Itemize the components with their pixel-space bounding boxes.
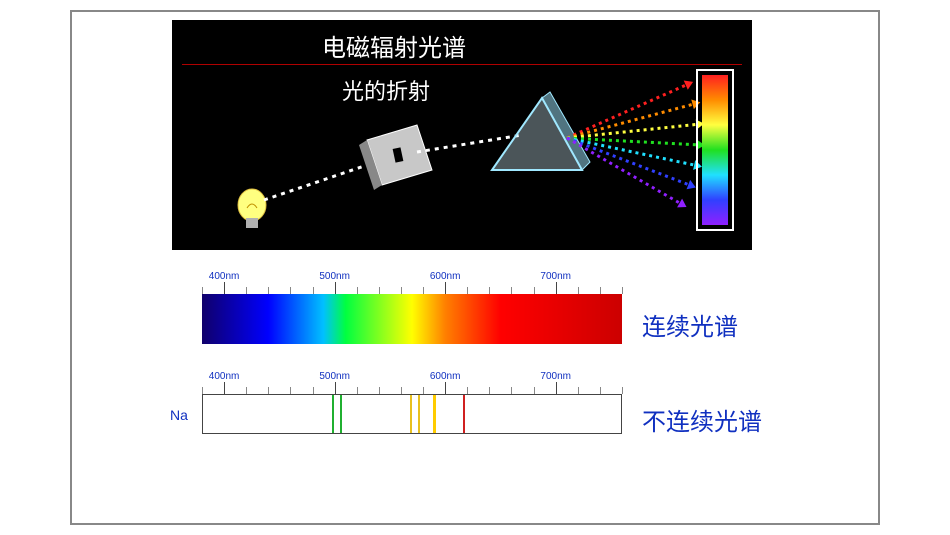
element-symbol: Na bbox=[170, 407, 188, 423]
emission-line bbox=[340, 395, 342, 433]
minor-tick bbox=[290, 387, 291, 394]
minor-tick bbox=[202, 287, 203, 294]
major-tick bbox=[335, 282, 336, 294]
ray-arrowhead bbox=[677, 199, 686, 208]
continuous-spectrum-strip bbox=[202, 294, 622, 344]
minor-tick bbox=[489, 287, 490, 294]
slide-frame: 电磁辐射光谱 光的折射 bbox=[70, 10, 880, 525]
minor-tick bbox=[379, 387, 380, 394]
minor-tick bbox=[268, 287, 269, 294]
major-tick bbox=[224, 382, 225, 394]
minor-tick bbox=[578, 387, 579, 394]
tick-label: 400nm bbox=[209, 271, 240, 282]
prism-icon bbox=[492, 92, 590, 170]
emission-line bbox=[410, 395, 412, 433]
dispersed-ray bbox=[567, 138, 697, 145]
minor-tick bbox=[600, 287, 601, 294]
minor-tick bbox=[246, 387, 247, 394]
major-tick bbox=[445, 382, 446, 394]
dispersed-rays bbox=[567, 81, 705, 208]
minor-tick bbox=[423, 287, 424, 294]
dispersed-ray bbox=[567, 85, 686, 138]
minor-tick bbox=[290, 287, 291, 294]
continuous-axis: 400nm 500nm 600nm 700nm bbox=[202, 272, 622, 294]
minor-tick bbox=[578, 287, 579, 294]
minor-tick bbox=[489, 387, 490, 394]
tick-label: 700nm bbox=[540, 371, 571, 382]
minor-tick bbox=[246, 287, 247, 294]
minor-tick bbox=[622, 387, 623, 394]
incident-ray-1 bbox=[264, 160, 382, 200]
tick-label: 500nm bbox=[319, 271, 350, 282]
major-tick bbox=[556, 282, 557, 294]
emission-line bbox=[433, 395, 436, 433]
ray-arrowhead bbox=[684, 81, 693, 90]
tick-label: 700nm bbox=[540, 271, 571, 282]
minor-tick bbox=[600, 387, 601, 394]
minor-tick bbox=[467, 287, 468, 294]
emission-line bbox=[332, 395, 334, 433]
minor-tick bbox=[511, 387, 512, 394]
minor-tick bbox=[423, 387, 424, 394]
tick-label: 600nm bbox=[430, 371, 461, 382]
ray-arrowhead bbox=[691, 100, 700, 110]
dispersion-svg bbox=[172, 20, 752, 250]
lightbulb-icon bbox=[238, 189, 266, 228]
dispersed-ray bbox=[567, 138, 680, 203]
continuous-label: 连续光谱 bbox=[642, 307, 738, 342]
minor-tick bbox=[401, 387, 402, 394]
prism-dispersion-panel: 电磁辐射光谱 光的折射 bbox=[172, 20, 752, 250]
major-tick bbox=[224, 282, 225, 294]
discrete-spectrum-strip bbox=[202, 394, 622, 434]
tick-label: 500nm bbox=[319, 371, 350, 382]
minor-tick bbox=[401, 287, 402, 294]
minor-tick bbox=[467, 387, 468, 394]
tick-label: 400nm bbox=[209, 371, 240, 382]
minor-tick bbox=[313, 387, 314, 394]
minor-tick bbox=[534, 287, 535, 294]
dispersed-ray bbox=[567, 124, 696, 138]
minor-tick bbox=[511, 287, 512, 294]
minor-tick bbox=[313, 287, 314, 294]
dispersed-ray bbox=[567, 104, 693, 138]
major-tick bbox=[556, 382, 557, 394]
minor-tick bbox=[622, 287, 623, 294]
minor-tick bbox=[534, 387, 535, 394]
emission-line bbox=[463, 395, 465, 433]
discrete-axis: 400nm 500nm 600nm 700nm bbox=[202, 372, 622, 394]
minor-tick bbox=[379, 287, 380, 294]
minor-tick bbox=[202, 387, 203, 394]
slit-plate-icon bbox=[359, 125, 432, 190]
discrete-label: 不连续光谱 bbox=[642, 402, 762, 437]
ray-arrowhead bbox=[687, 180, 696, 189]
major-tick bbox=[335, 382, 336, 394]
minor-tick bbox=[357, 387, 358, 394]
spectrum-screen bbox=[702, 75, 728, 225]
major-tick bbox=[445, 282, 446, 294]
tick-label: 600nm bbox=[430, 271, 461, 282]
emission-line bbox=[418, 395, 420, 433]
minor-tick bbox=[357, 287, 358, 294]
minor-tick bbox=[268, 387, 269, 394]
